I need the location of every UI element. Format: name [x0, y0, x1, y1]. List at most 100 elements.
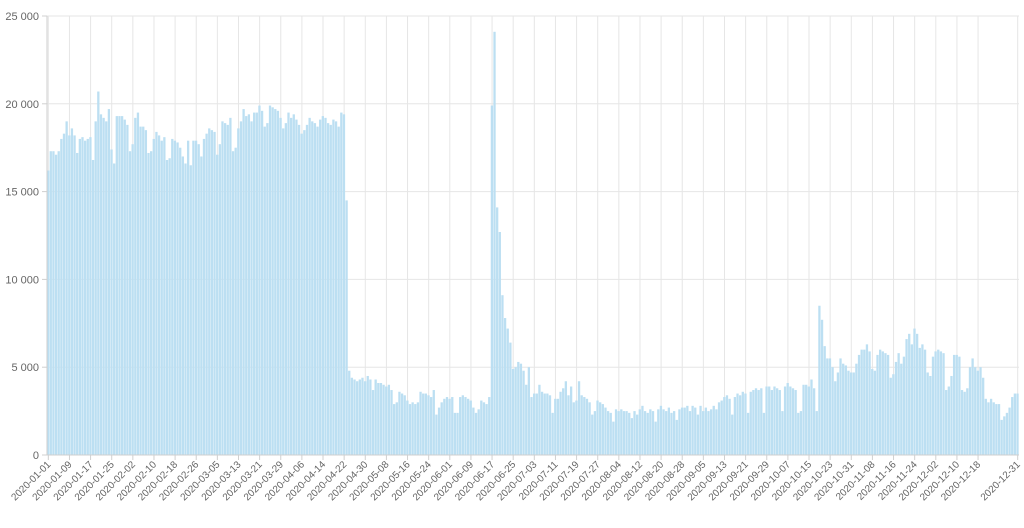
bar	[276, 110, 280, 455]
bar	[171, 138, 174, 456]
bar	[876, 354, 879, 455]
bar	[913, 328, 916, 455]
bar	[223, 123, 227, 456]
bar	[675, 419, 678, 455]
bar	[488, 397, 491, 455]
bar	[432, 390, 435, 455]
bar	[728, 398, 731, 455]
bar	[633, 411, 636, 455]
bar	[266, 123, 269, 456]
bar	[134, 117, 137, 455]
bar	[94, 121, 97, 456]
bar	[749, 391, 752, 455]
bar	[522, 370, 525, 455]
bar	[192, 140, 195, 455]
x-tick-label: 2020-12-31	[979, 459, 1023, 503]
bar	[797, 412, 800, 455]
bar	[385, 386, 388, 455]
bar	[287, 112, 290, 455]
bar	[493, 31, 496, 456]
bar	[960, 390, 964, 455]
bar	[226, 124, 229, 456]
bar	[1013, 393, 1017, 455]
bar	[57, 151, 60, 455]
bar	[147, 152, 150, 455]
bar	[918, 347, 921, 455]
bar	[525, 384, 528, 455]
bar	[68, 135, 71, 455]
bar	[905, 339, 908, 455]
bar	[622, 411, 626, 455]
bar	[923, 349, 927, 455]
bar	[812, 388, 816, 455]
bar	[459, 397, 462, 455]
bar	[638, 409, 641, 455]
bar	[297, 124, 301, 456]
bar	[181, 156, 184, 456]
bar	[356, 381, 359, 455]
bar	[704, 407, 707, 455]
bar	[725, 395, 729, 455]
bar	[562, 388, 565, 455]
bar	[760, 388, 763, 455]
bar	[274, 109, 277, 455]
bar	[744, 393, 747, 455]
bar	[836, 372, 840, 455]
bar	[892, 374, 895, 455]
bar	[506, 328, 509, 455]
bar	[826, 358, 829, 455]
bar	[659, 405, 663, 455]
bar	[617, 411, 620, 455]
bar	[773, 386, 776, 455]
bar	[216, 154, 219, 455]
bar	[842, 363, 845, 455]
bar	[556, 398, 560, 455]
bar	[694, 407, 697, 455]
y-tick-label: 5 000	[11, 362, 39, 374]
bar	[419, 391, 422, 455]
bar	[393, 404, 396, 455]
bar	[715, 409, 718, 455]
bar	[823, 346, 826, 455]
bar	[844, 365, 847, 455]
bar	[218, 144, 221, 455]
bar	[688, 411, 692, 455]
bar	[358, 379, 361, 455]
bar	[731, 414, 734, 455]
bar	[163, 137, 166, 455]
bar	[546, 393, 549, 455]
bar	[810, 379, 813, 455]
bar	[538, 384, 541, 455]
bar	[498, 231, 501, 455]
bar	[733, 397, 737, 455]
bar	[271, 107, 274, 455]
bar	[818, 305, 821, 455]
bar	[789, 386, 792, 455]
bar	[527, 367, 531, 455]
bar	[805, 384, 808, 455]
bar	[260, 110, 264, 455]
bar	[955, 354, 958, 455]
bar	[414, 404, 417, 455]
bar	[102, 117, 105, 455]
bar	[345, 200, 348, 455]
bar	[530, 397, 533, 455]
bar	[353, 379, 356, 455]
bar	[466, 398, 470, 455]
bar	[411, 402, 414, 455]
bar	[696, 414, 700, 455]
bar	[237, 128, 240, 455]
bar	[974, 367, 977, 455]
bar	[665, 411, 668, 455]
bar	[440, 402, 443, 455]
bar	[1008, 407, 1011, 455]
bar	[852, 372, 855, 455]
bar	[1003, 416, 1006, 455]
bar	[403, 395, 406, 455]
bar	[453, 412, 457, 455]
bar	[445, 397, 449, 455]
bar	[456, 412, 459, 455]
bar	[630, 418, 634, 455]
bar	[144, 130, 148, 455]
